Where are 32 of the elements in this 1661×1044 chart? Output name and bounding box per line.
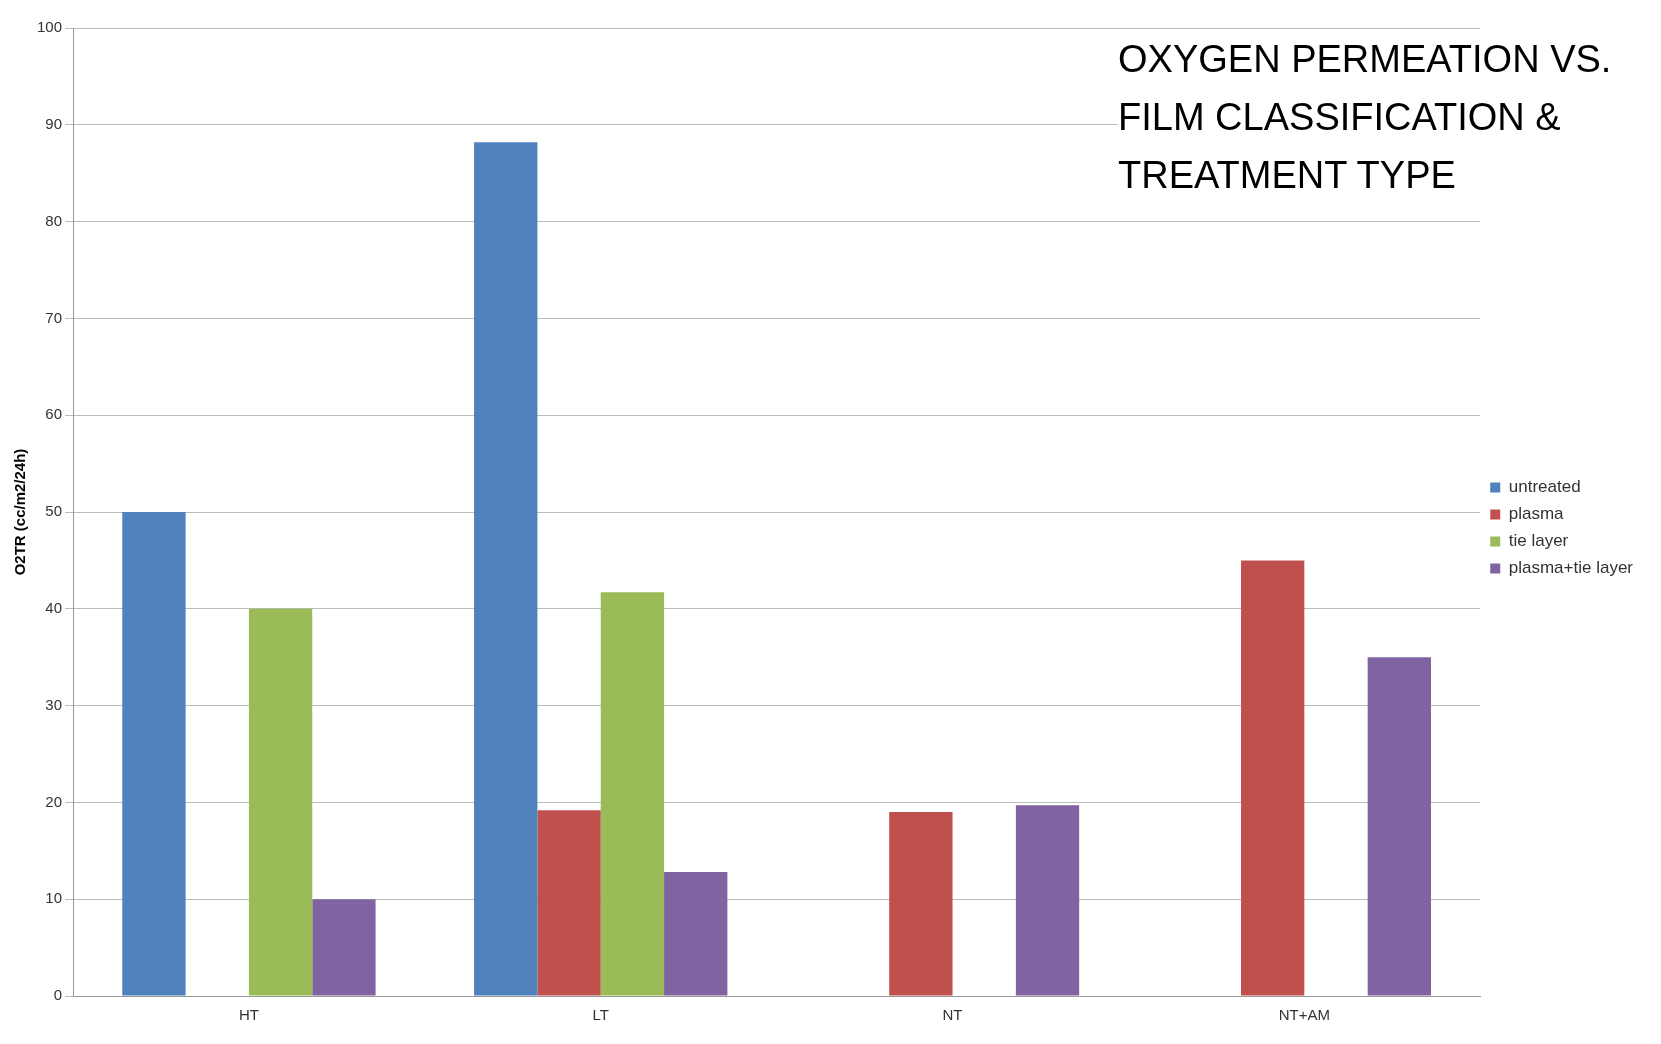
legend-label: plasma+tie layer: [1508, 558, 1634, 578]
bar: [537, 810, 601, 996]
y-tick-label: 60: [45, 405, 63, 423]
y-tick-label: 90: [45, 114, 63, 132]
x-tick-label: LT: [592, 1006, 609, 1024]
y-tick-label: 70: [45, 308, 63, 326]
legend-label: plasma: [1508, 504, 1565, 524]
bar: [1241, 560, 1305, 996]
bar: [1015, 805, 1080, 996]
bar: [889, 812, 953, 996]
y-tick-label: 0: [53, 986, 63, 1004]
legend-label: tie layer: [1508, 531, 1569, 551]
y-tick-label: 80: [45, 211, 63, 229]
text: OXYGEN PERMEATION VS. FILM CLASSIFICATION & TREATMENT TYPE: [1118, 30, 1638, 204]
x-tick-label: NT: [942, 1006, 963, 1024]
y-axis-title: O2TR (cc/m2/24h): [11, 448, 29, 576]
bar: [664, 872, 728, 996]
bar: [248, 608, 313, 996]
x-tick-label: HT: [238, 1006, 259, 1024]
bar: [122, 512, 186, 996]
y-tick-label: 20: [45, 792, 63, 810]
y-tick-label: 30: [45, 695, 63, 713]
y-tick-label: 100: [37, 18, 63, 36]
x-tick-label: NT+AM: [1278, 1006, 1330, 1024]
bar: [1367, 657, 1431, 996]
y-tick-label: 50: [45, 502, 63, 520]
legend-label: untreated: [1508, 477, 1581, 497]
y-tick-label: 10: [45, 889, 63, 907]
bar: [312, 899, 376, 996]
bar: [600, 592, 665, 996]
y-tick-label: 40: [45, 598, 63, 616]
bar: [474, 142, 538, 996]
